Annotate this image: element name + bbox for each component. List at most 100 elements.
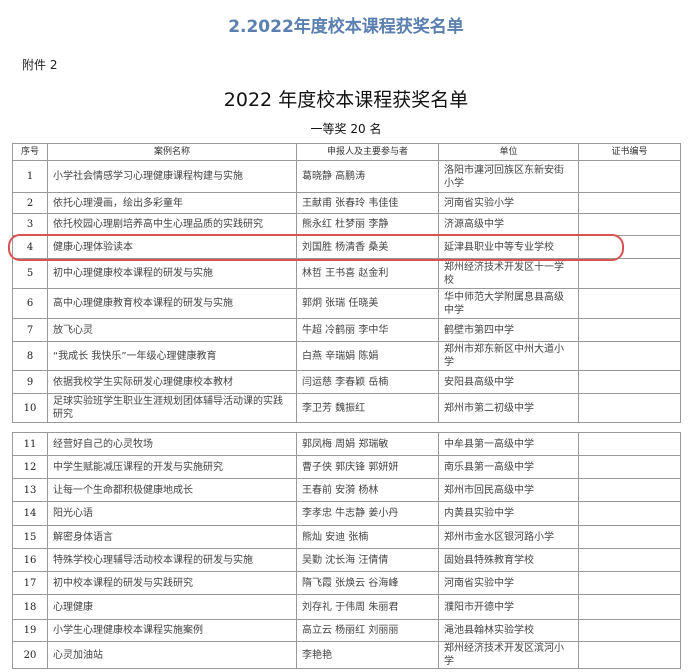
cell-no: 20 <box>12 641 48 669</box>
cell-case-name: 阳光心语 <box>47 501 297 526</box>
cell-unit: 安阳县高级中学 <box>438 370 579 394</box>
cell-no: 10 <box>12 393 48 423</box>
cell-case-name: 心灵加油站 <box>47 641 297 669</box>
cell-cert-no <box>578 455 681 479</box>
cell-cert-no <box>578 213 681 236</box>
cell-no: 11 <box>12 432 48 456</box>
table-row: 6 高中心理健康教育校本课程的研发与实施 郭炯 张瑞 任晓美 华中师范大学附属息县高级… <box>12 288 681 319</box>
cell-case-name: 放飞心灵 <box>47 318 297 342</box>
cell-case-name: 初中校本课程的研发与实践研究 <box>47 571 297 595</box>
table-row: 3 依托校园心理剧培养高中生心理品质的实践研究 熊永红 杜梦丽 李静 济源高级中学 <box>12 213 681 236</box>
cell-participants: 刘存礼 于伟周 朱丽君 <box>296 594 439 620</box>
cell-cert-no <box>578 288 681 319</box>
cell-unit: 济源高级中学 <box>438 213 579 236</box>
article-heading: 2.2022年度校本课程获奖名单 <box>228 17 464 37</box>
cell-case-name: 中学生赋能减压课程的开发与实施研究 <box>47 455 297 479</box>
cell-no: 8 <box>12 341 48 371</box>
cell-no: 7 <box>12 318 48 342</box>
cell-no: 14 <box>12 501 48 526</box>
cell-unit: 洛阳市瀍河回族区东新安街小学 <box>438 160 579 193</box>
cell-participants: 熊灿 安迪 张楠 <box>296 525 439 549</box>
cell-case-name: 解密身体语言 <box>47 525 297 549</box>
cell-unit: 郑州经济技术开发区滨河小学 <box>438 641 579 669</box>
cell-unit: 南乐县第一高级中学 <box>438 455 579 479</box>
table-row: 2 依托心理漫画，绘出多彩童年 王献甫 张春玲 韦佳佳 河南省实验小学 <box>12 192 681 214</box>
cell-cert-no <box>578 192 681 214</box>
cell-case-name: 依据我校学生实际研发心理健康校本教材 <box>47 370 297 394</box>
cell-cert-no <box>578 641 681 669</box>
cell-participants: 熊永红 杜梦丽 李静 <box>296 213 439 236</box>
cell-case-name: 特殊学校心理辅导活动校本课程的研发与实施 <box>47 548 297 572</box>
cell-case-name: 高中心理健康教育校本课程的研发与实施 <box>47 288 297 319</box>
cell-cert-no <box>578 160 681 193</box>
cell-unit: 华中师范大学附属息县高级中学 <box>438 288 579 319</box>
table-header-row: 序号 案例名称 申报人及主要参与者 单位 证书编号 <box>12 143 681 161</box>
award-table-part-2: 11 经营好自己的心灵牧场 郭凤梅 周娟 郑瑞敏 中牟县第一高级中学 12 中学生赋能减压… <box>12 432 681 669</box>
table-row: 20 心灵加油站 李艳艳 郑州经济技术开发区滨河小学 <box>12 641 681 669</box>
cell-no: 5 <box>12 258 48 289</box>
cell-no: 9 <box>12 370 48 394</box>
cell-cert-no <box>578 393 681 423</box>
table-row: 4 健康心理体验读本 刘国胜 杨清香 桑美 延津县职业中等专业学校 <box>12 235 681 259</box>
cell-no: 16 <box>12 548 48 572</box>
cell-case-name: “我成长 我快乐”一年级心理健康教育 <box>47 341 297 371</box>
table-row: 11 经营好自己的心灵牧场 郭凤梅 周娟 郑瑞敏 中牟县第一高级中学 <box>12 432 681 456</box>
award-table-part-1: 序号 案例名称 申报人及主要参与者 单位 证书编号 1 小学社会情感学习心理健康课… <box>12 143 681 423</box>
cell-case-name: 小学社会情感学习心理健康课程构建与实施 <box>47 160 297 193</box>
cell-cert-no <box>578 341 681 371</box>
cell-unit: 河南省实验小学 <box>438 192 579 214</box>
cell-unit: 郑州市回民高级中学 <box>438 478 579 502</box>
cell-no: 18 <box>12 594 48 620</box>
table-row: 15 解密身体语言 熊灿 安迪 张楠 郑州市金水区银河路小学 <box>12 525 681 549</box>
cell-participants: 王献甫 张春玲 韦佳佳 <box>296 192 439 214</box>
cell-unit: 郑州市第二初级中学 <box>438 393 579 423</box>
table-row: 8 “我成长 我快乐”一年级心理健康教育 白燕 辛瑞娟 陈娟 郑州市郑东新区中州大道小… <box>12 341 681 371</box>
cell-no: 1 <box>12 160 48 193</box>
column-header-case-name: 案例名称 <box>47 143 297 161</box>
table-row: 18 心理健康 刘存礼 于伟周 朱丽君 濮阳市开德中学 <box>12 594 681 620</box>
cell-participants: 李卫芳 魏振红 <box>296 393 439 423</box>
cell-case-name: 健康心理体验读本 <box>47 235 297 259</box>
cell-participants: 牛超 冷鹤丽 李中华 <box>296 318 439 342</box>
cell-participants: 高立云 杨丽红 刘丽丽 <box>296 619 439 642</box>
column-header-participants: 申报人及主要参与者 <box>296 143 439 161</box>
cell-no: 17 <box>12 571 48 595</box>
cell-unit: 中牟县第一高级中学 <box>438 432 579 456</box>
table-row: 13 让每一个生命都积极健康地成长 王春前 安漪 杨林 郑州市回民高级中学 <box>12 478 681 502</box>
cell-no: 15 <box>12 525 48 549</box>
cell-cert-no <box>578 619 681 642</box>
cell-cert-no <box>578 594 681 620</box>
cell-cert-no <box>578 548 681 572</box>
cell-unit: 濮阳市开德中学 <box>438 594 579 620</box>
cell-no: 4 <box>12 235 48 259</box>
attachment-label: 附件 2 <box>22 58 58 72</box>
cell-cert-no <box>578 525 681 549</box>
table-row: 5 初中心理健康校本课程的研发与实施 林哲 王书喜 赵金利 郑州经济技术开发区十一学校 <box>12 258 681 289</box>
cell-unit: 固始县特殊教育学校 <box>438 548 579 572</box>
table-row: 16 特殊学校心理辅导活动校本课程的研发与实施 吴勤 沈长海 汪倩倩 固始县特殊教育学… <box>12 548 681 572</box>
cell-participants: 刘国胜 杨清香 桑美 <box>296 235 439 259</box>
column-header-no: 序号 <box>12 143 48 161</box>
cell-no: 13 <box>12 478 48 502</box>
cell-case-name: 依托校园心理剧培养高中生心理品质的实践研究 <box>47 213 297 236</box>
table-row: 14 阳光心语 李孝忠 牛志静 姜小丹 内黄县实验中学 <box>12 501 681 526</box>
cell-unit: 内黄县实验中学 <box>438 501 579 526</box>
cell-cert-no <box>578 258 681 289</box>
cell-participants: 王春前 安漪 杨林 <box>296 478 439 502</box>
cell-unit: 渑池县翰林实验学校 <box>438 619 579 642</box>
cell-cert-no <box>578 235 681 259</box>
cell-case-name: 依托心理漫画，绘出多彩童年 <box>47 192 297 214</box>
cell-unit: 河南省实验中学 <box>438 571 579 595</box>
cell-participants: 李孝忠 牛志静 姜小丹 <box>296 501 439 526</box>
cell-no: 3 <box>12 213 48 236</box>
cell-case-name: 经营好自己的心灵牧场 <box>47 432 297 456</box>
cell-unit: 延津县职业中等专业学校 <box>438 235 579 259</box>
table-row: 12 中学生赋能减压课程的开发与实施研究 曹子侠 郭庆锋 郭妍妍 南乐县第一高级中学 <box>12 455 681 479</box>
cell-cert-no <box>578 501 681 526</box>
cell-unit: 郑州市郑东新区中州大道小学 <box>438 341 579 371</box>
cell-cert-no <box>578 478 681 502</box>
cell-case-name: 初中心理健康校本课程的研发与实施 <box>47 258 297 289</box>
cell-case-name: 小学生心理健康校本课程实施案例 <box>47 619 297 642</box>
cell-no: 6 <box>12 288 48 319</box>
table-row: 19 小学生心理健康校本课程实施案例 高立云 杨丽红 刘丽丽 渑池县翰林实验学校 <box>12 619 681 642</box>
